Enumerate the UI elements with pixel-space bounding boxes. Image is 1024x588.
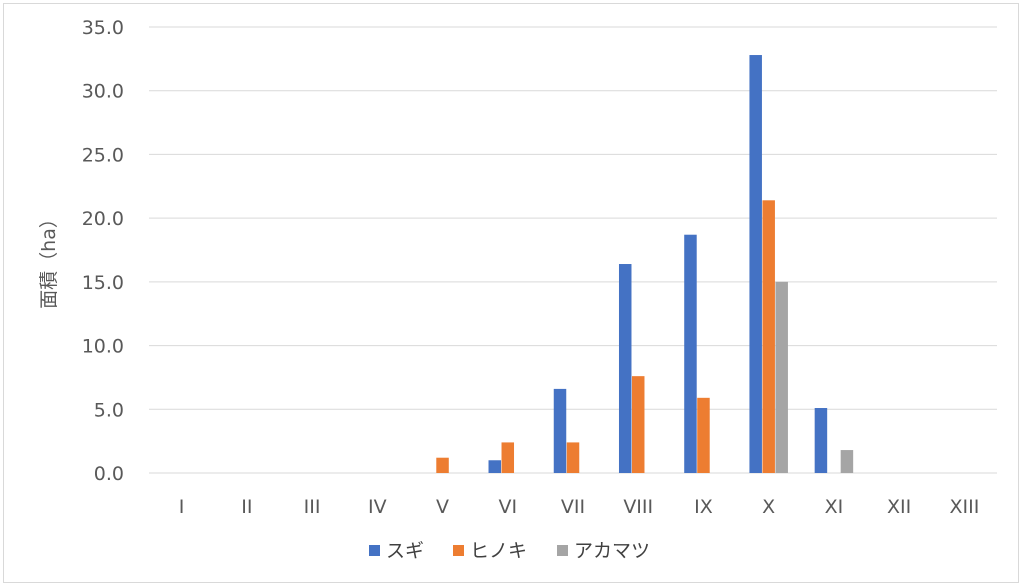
x-tick-label: VIII (623, 496, 653, 518)
bar-sugi-x (749, 55, 762, 473)
bar-hinoki-v (436, 457, 449, 473)
x-tick-label: IV (368, 496, 387, 518)
legend-swatch (369, 545, 380, 556)
bar-sugi-vii (553, 388, 567, 473)
y-tick-label: 35.0 (82, 17, 124, 39)
legend-swatch (453, 545, 464, 556)
gridlines (149, 26, 997, 474)
bar-sugi-viii (618, 264, 632, 473)
legend-swatch (557, 545, 568, 556)
x-tick-label: I (179, 496, 185, 518)
y-tick-label: 30.0 (82, 81, 124, 103)
bar-hinoki-vii (566, 442, 580, 473)
bar-sugi-vi (488, 460, 502, 473)
bars (436, 55, 854, 473)
chart-frame (3, 3, 1019, 583)
x-tick-label: XII (887, 496, 911, 518)
bar-akamatsu-x (775, 281, 788, 473)
x-tick-label: VII (561, 496, 585, 518)
legend-label: スギ (386, 540, 424, 562)
y-tick-label: 5.0 (94, 399, 124, 421)
legend: スギ ヒノキ アカマツ (369, 540, 650, 562)
x-tick-label: X (762, 496, 775, 518)
bar-hinoki-ix (697, 397, 710, 473)
y-tick-label: 25.0 (82, 144, 124, 166)
y-tick-label: 10.0 (82, 336, 124, 358)
x-tick-label: VI (498, 496, 517, 518)
bar-hinoki-vi (501, 442, 515, 473)
bar-hinoki-viii (631, 376, 645, 473)
x-tick-label: IX (694, 496, 713, 518)
bar-hinoki-x (762, 200, 775, 473)
bar-sugi-xi (814, 408, 828, 473)
y-tick-label: 0.0 (94, 463, 124, 485)
x-tick-label: II (241, 496, 252, 518)
y-tick-label: 15.0 (82, 272, 124, 294)
bar-akamatsu-xi (840, 450, 854, 473)
x-tick-label: XIII (949, 496, 979, 518)
legend-label: アカマツ (574, 540, 650, 562)
y-axis-ticks: 0.0 5.0 10.0 15.0 20.0 25.0 30.0 35.0 (82, 17, 124, 485)
y-axis-label: 面積（ha） (38, 209, 60, 309)
x-tick-label: V (436, 496, 449, 518)
bar-sugi-ix (684, 234, 697, 473)
x-axis-ticks: I II III IV V VI VII VIII IX X XI XII XIII (179, 496, 979, 518)
y-tick-label: 20.0 (82, 208, 124, 230)
legend-label: ヒノキ (470, 540, 527, 562)
x-tick-label: XI (825, 496, 844, 518)
x-tick-label: III (304, 496, 321, 518)
